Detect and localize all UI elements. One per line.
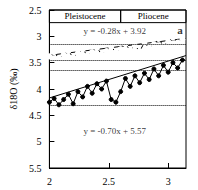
svg-text:3: 3 — [166, 176, 171, 187]
svg-text:2.5: 2.5 — [29, 5, 42, 16]
svg-text:y = -0.28x + 3.92: y = -0.28x + 3.92 — [83, 26, 146, 36]
svg-text:Pliocene: Pliocene — [138, 11, 169, 21]
svg-text:5: 5 — [36, 136, 41, 147]
svg-text:2.5: 2.5 — [103, 176, 116, 187]
svg-text:3.5: 3.5 — [29, 57, 42, 68]
svg-text:4.5: 4.5 — [29, 110, 42, 121]
svg-text:5.5: 5.5 — [29, 163, 42, 174]
svg-text:a: a — [177, 24, 183, 36]
svg-text:4: 4 — [36, 84, 41, 95]
svg-text:Pleistocene: Pleistocene — [65, 11, 106, 21]
svg-text:3: 3 — [36, 31, 41, 42]
svg-text:2: 2 — [47, 176, 52, 187]
svg-text:δ18O (‰): δ18O (‰) — [8, 68, 20, 109]
svg-text:y = -0.70x + 5.57: y = -0.70x + 5.57 — [83, 126, 146, 136]
